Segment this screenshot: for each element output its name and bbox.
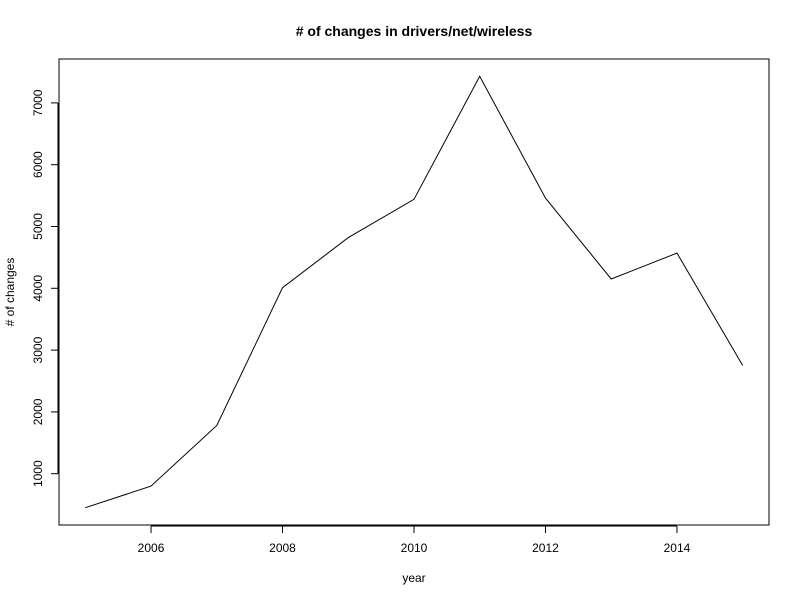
y-tick-label: 4000 bbox=[31, 275, 45, 302]
x-tick-label: 2012 bbox=[532, 541, 559, 555]
y-tick-label: 3000 bbox=[31, 336, 45, 363]
y-tick-label: 2000 bbox=[31, 398, 45, 425]
x-tick-label: 2008 bbox=[269, 541, 296, 555]
y-tick-label: 1000 bbox=[31, 460, 45, 487]
plot-frame bbox=[58, 58, 770, 526]
y-axis: 1000 2000 3000 4000 5000 6000 7000 bbox=[31, 89, 59, 487]
y-tick-label: 5000 bbox=[31, 213, 45, 240]
x-axis: 2006 2008 2010 2012 2014 bbox=[138, 525, 691, 555]
x-axis-label: year bbox=[402, 571, 425, 585]
x-tick-label: 2014 bbox=[664, 541, 691, 555]
y-tick-label: 6000 bbox=[31, 151, 45, 178]
y-tick-label: 7000 bbox=[31, 89, 45, 116]
series-line-1 bbox=[85, 75, 744, 509]
y-axis-label: # of changes bbox=[3, 258, 17, 327]
x-tick-label: 2010 bbox=[401, 541, 428, 555]
series-layer bbox=[85, 75, 744, 509]
x-tick-label: 2006 bbox=[138, 541, 165, 555]
chart-title: # of changes in drivers/net/wireless bbox=[296, 23, 533, 39]
